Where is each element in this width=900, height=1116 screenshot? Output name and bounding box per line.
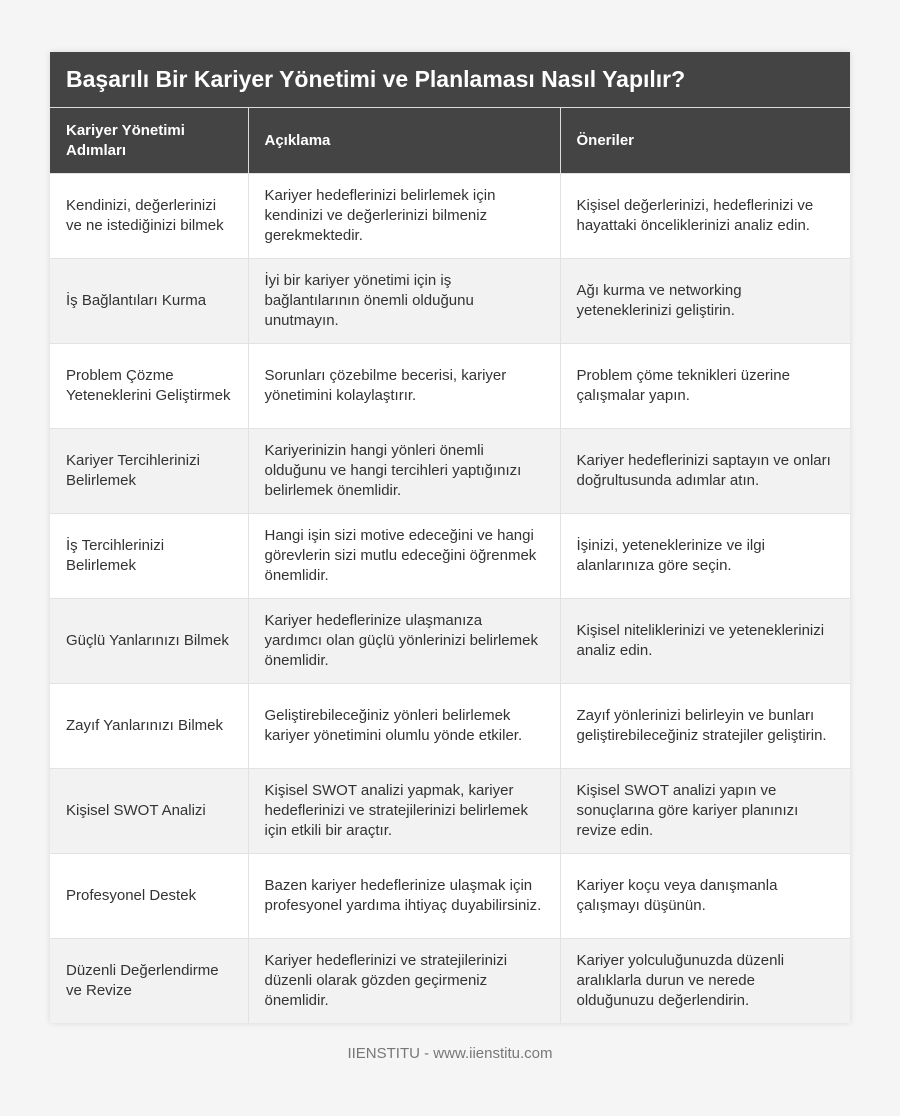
cell-step: Problem Çözme Yeteneklerini Geliştirmek: [50, 343, 249, 429]
cell-description: Kişisel SWOT analizi yapmak, kariyer hed…: [248, 768, 561, 854]
cell-step: Profesyonel Destek: [50, 853, 249, 939]
cell-recommendation: Kariyer koçu veya danışmanla çalışmayı d…: [560, 853, 850, 939]
cell-step: İş Tercihlerinizi Belirlemek: [50, 513, 249, 599]
table-row: Zayıf Yanlarınızı Bilmek Geliştirebileceğ…: [50, 683, 850, 769]
cell-description: Bazen kariyer hedeflerinize ulaşmak için…: [248, 853, 561, 939]
cell-description: İyi bir kariyer yönetimi için iş bağlant…: [248, 258, 561, 344]
cell-description: Kariyer hedeflerinize ulaşmanıza yardımc…: [248, 598, 561, 684]
table-row: Kendinizi, değerlerinizi ve ne istediğin…: [50, 173, 850, 259]
cell-description: Hangi işin sizi motive edeceğini ve hang…: [248, 513, 561, 599]
table-row: Düzenli Değerlendirme ve Revize Kariyer h…: [50, 938, 850, 1023]
cell-recommendation: Kariyer yolculuğunuzda düzenli aralıklar…: [560, 938, 850, 1023]
cell-step: Güçlü Yanlarınızı Bilmek: [50, 598, 249, 684]
cell-recommendation: Kişisel değerlerinizi, hedeflerinizi ve …: [560, 173, 850, 259]
cell-recommendation: Problem çöme teknikleri üzerine çalışmal…: [560, 343, 850, 429]
column-header-description: Açıklama: [248, 108, 561, 174]
cell-step: İş Bağlantıları Kurma: [50, 258, 249, 344]
footer-credit: IIENSTITU - www.iienstitu.com: [347, 1045, 553, 1062]
cell-description: Kariyer hedeflerinizi ve stratejileriniz…: [248, 938, 561, 1023]
table-row: Problem Çözme Yeteneklerini Geliştirmek S…: [50, 343, 850, 429]
career-table: Kariyer Yönetimi Adımları Açıklama Öneri…: [50, 108, 850, 1023]
cell-description: Sorunları çözebilme becerisi, kariyer yö…: [248, 343, 561, 429]
table-row: İş Bağlantıları Kurma İyi bir kariyer yön…: [50, 258, 850, 344]
column-header-steps: Kariyer Yönetimi Adımları: [50, 108, 249, 174]
header-row: Kariyer Yönetimi Adımları Açıklama Öneri…: [50, 108, 850, 174]
cell-step: Düzenli Değerlendirme ve Revize: [50, 938, 249, 1023]
column-header-recommendations: Öneriler: [560, 108, 850, 174]
cell-step: Zayıf Yanlarınızı Bilmek: [50, 683, 249, 769]
cell-recommendation: Kariyer hedeflerinizi saptayın ve onları…: [560, 428, 850, 514]
table-row: Kişisel SWOT Analizi Kişisel SWOT analizi…: [50, 768, 850, 854]
career-table-card: Başarılı Bir Kariyer Yönetimi ve Planlam…: [50, 52, 850, 1023]
cell-step: Kişisel SWOT Analizi: [50, 768, 249, 854]
table-row: İş Tercihlerinizi Belirlemek Hangi işin s…: [50, 513, 850, 599]
table-row: Güçlü Yanlarınızı Bilmek Kariyer hedefler…: [50, 598, 850, 684]
cell-step: Kariyer Tercihlerinizi Belirlemek: [50, 428, 249, 514]
cell-recommendation: Kişisel niteliklerinizi ve yeteneklerini…: [560, 598, 850, 684]
cell-step: Kendinizi, değerlerinizi ve ne istediğin…: [50, 173, 249, 259]
cell-recommendation: Kişisel SWOT analizi yapın ve sonuçların…: [560, 768, 850, 854]
cell-description: Kariyerinizin hangi yönleri önemli olduğ…: [248, 428, 561, 514]
cell-description: Kariyer hedeflerinizi belirlemek için ke…: [248, 173, 561, 259]
table-title: Başarılı Bir Kariyer Yönetimi ve Planlam…: [50, 52, 850, 108]
table-row: Profesyonel Destek Bazen kariyer hedefler…: [50, 853, 850, 939]
cell-recommendation: Zayıf yönlerinizi belirleyin ve bunları …: [560, 683, 850, 769]
table-row: Kariyer Tercihlerinizi Belirlemek Kariyer…: [50, 428, 850, 514]
cell-recommendation: İşinizi, yeteneklerinize ve ilgi alanlar…: [560, 513, 850, 599]
cell-recommendation: Ağı kurma ve networking yeteneklerinizi …: [560, 258, 850, 344]
cell-description: Geliştirebileceğiniz yönleri belirlemek …: [248, 683, 561, 769]
